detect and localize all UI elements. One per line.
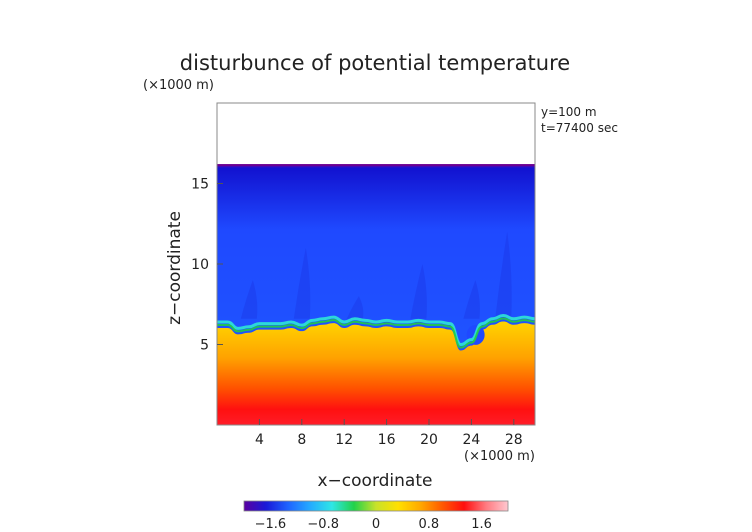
colorbar-tick-label-3: 0.8 [418,517,439,532]
plot-area [217,103,535,425]
colorbar-ticks: −1.6 −0.8 0 0.8 1.6 [255,517,492,532]
interface-line [217,314,535,347]
x-tick-label-4: 20 [420,432,438,448]
plume-3 [410,264,427,319]
colorbar-tick-label-0: −1.6 [255,517,287,532]
x-tick-label-5: 24 [462,432,480,448]
warm-layer [217,321,535,425]
annotation-y: y=100 m [541,105,597,119]
y-tick-label-1: 10 [191,257,209,273]
x-tick-label-2: 12 [335,432,353,448]
chart-title: disturbunce of potential temperature [180,51,570,75]
plume-features [240,231,512,345]
x-axis-label: x−coordinate [318,471,433,491]
y-axis-ticks: 5 10 15 [191,177,223,354]
y-tick-label-0: 5 [200,338,209,354]
x-tick-label-3: 16 [378,432,396,448]
colorbar [243,500,509,512]
plume-2 [346,296,364,319]
plume-0 [240,280,258,319]
annotation-t: t=77400 sec [541,121,618,135]
y-unit-label: (×1000 m) [143,78,214,93]
x-unit-label: (×1000 m) [464,449,535,464]
x-axis-ticks: 4 8 12 16 20 24 28 [255,419,523,448]
colorbar-tick-label-1: −0.8 [307,517,339,532]
y-axis-label: z−coordinate [165,211,185,325]
y-tick-label-2: 15 [191,177,209,193]
x-tick-label-0: 4 [255,432,264,448]
plume-1 [293,247,311,319]
interface-line-green [217,317,535,349]
colorbar-tick-label-4: 1.6 [471,517,492,532]
plume-4 [463,280,480,319]
x-tick-label-1: 8 [297,432,306,448]
plume-5 [495,231,512,319]
x-tick-label-6: 28 [505,432,523,448]
colorbar-tick-label-2: 0 [372,517,380,532]
